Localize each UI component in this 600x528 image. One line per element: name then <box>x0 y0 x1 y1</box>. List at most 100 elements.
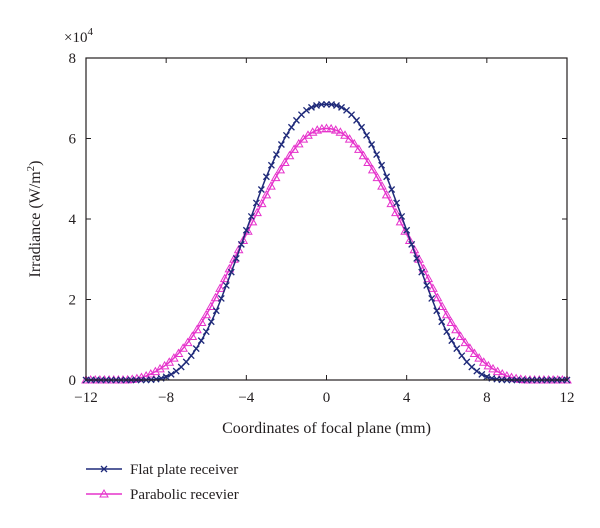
parabolic-marker <box>377 181 387 190</box>
parabolic-marker <box>238 235 249 244</box>
parabolic-marker <box>169 353 179 362</box>
flat-plate-marker <box>388 186 396 193</box>
flat-plate-marker <box>192 345 200 353</box>
parabolic-marker <box>293 138 304 148</box>
flat-plate-marker <box>267 161 275 169</box>
parabolic-marker <box>460 337 471 347</box>
flat-plate-marker <box>433 307 441 315</box>
flat-plate-marker <box>262 173 270 181</box>
x-tick-labels: −12 −8 −4 0 4 8 12 <box>74 390 574 406</box>
y-tick-labels: 0 2 4 6 8 <box>69 51 77 389</box>
parabolic-marker <box>363 157 373 167</box>
flat-plate-marker <box>443 328 451 336</box>
legend-item-parabolic: Parabolic recevier <box>86 487 239 503</box>
legend-item-flat: Flat plate receiver <box>86 462 238 478</box>
axis-ticks <box>85 57 568 381</box>
exponent-base: ×10 <box>64 30 87 46</box>
flat-plate-marker <box>473 367 481 375</box>
y-axis-title-sup: 2 <box>25 166 37 172</box>
legend: Flat plate receiver Parabolic recevier <box>86 462 239 503</box>
parabolic-marker <box>395 216 406 226</box>
flat-plate-marker <box>167 370 175 378</box>
flat-plate-marker <box>348 111 356 119</box>
flat-plate-marker <box>197 337 205 345</box>
parabolic-marker <box>441 309 452 319</box>
parabolic-marker <box>483 360 494 370</box>
parabolic-marker <box>358 150 369 160</box>
parabolic-marker <box>344 134 355 143</box>
parabolic-marker <box>446 317 457 327</box>
flat-plate-marker <box>383 173 391 181</box>
parabolic-marker <box>372 172 383 182</box>
parabolic-marker <box>418 263 429 273</box>
legend-x-marker-icon <box>100 465 108 473</box>
flat-plate-marker <box>202 328 210 336</box>
parabolic-marker <box>247 216 258 226</box>
parabolic-marker <box>210 292 221 302</box>
flat-plate-marker <box>292 116 300 124</box>
flat-plate-marker <box>308 103 315 111</box>
parabolic-marker <box>354 144 364 153</box>
series-flat-plate <box>82 100 571 384</box>
legend-triangle-marker-icon <box>99 488 109 498</box>
flat-plate-marker <box>358 123 366 131</box>
parabolic-marker <box>478 357 489 366</box>
parabolic-marker <box>492 366 503 376</box>
flat-plate-marker <box>428 295 436 302</box>
parabolic-marker <box>192 324 202 334</box>
parabolic-marker <box>502 370 512 380</box>
flat-plate-marker <box>242 226 250 234</box>
flat-plate-marker <box>438 318 446 326</box>
flat-plate-marker <box>222 281 230 289</box>
axis-exponent-label: ×104 <box>64 26 93 46</box>
parabolic-line <box>86 127 567 381</box>
flat-plate-marker <box>237 240 245 248</box>
flat-plate-marker <box>182 358 190 366</box>
parabolic-marker <box>215 283 225 292</box>
flat-plate-marker <box>353 116 361 124</box>
parabolic-marker <box>289 144 299 153</box>
flat-plate-marker <box>418 268 426 276</box>
parabolic-marker <box>428 283 438 292</box>
plot-frame <box>85 57 568 381</box>
parabolic-marker <box>465 343 475 352</box>
x-tick-label: 4 <box>403 390 411 406</box>
flat-plate-marker <box>478 370 486 378</box>
x-axis-title: Coordinates of focal plane (mm) <box>222 420 431 437</box>
parabolic-marker <box>474 353 484 362</box>
flat-plate-marker <box>363 131 371 139</box>
flat-plate-marker <box>162 373 170 381</box>
flat-plate-marker <box>277 141 285 148</box>
flat-plate-marker <box>212 307 220 315</box>
flat-plate-marker <box>257 186 265 193</box>
flat-plate-marker <box>177 363 185 371</box>
flat-plate-marker <box>302 106 310 114</box>
legend-marker-parabolic <box>99 488 109 498</box>
legend-label-flat: Flat plate receiver <box>130 462 238 478</box>
y-tick-label: 0 <box>69 373 77 389</box>
series-layer <box>81 100 572 384</box>
y-axis-title-close: ) <box>27 161 44 166</box>
flat-plate-marker <box>232 254 240 262</box>
flat-plate-marker <box>368 141 376 148</box>
parabolic-marker <box>284 150 295 160</box>
flat-plate-marker <box>463 358 471 366</box>
flat-plate-marker <box>333 102 340 109</box>
flat-plate-marker <box>247 212 255 220</box>
parabolic-marker <box>187 331 198 340</box>
exponent-power: 4 <box>87 26 93 38</box>
flat-plate-marker <box>408 240 416 248</box>
flat-plate-marker <box>373 151 381 159</box>
parabolic-marker <box>252 207 262 217</box>
parabolic-marker <box>201 309 212 319</box>
parabolic-marker <box>307 127 318 136</box>
flat-plate-marker <box>338 103 345 111</box>
y-tick-label: 6 <box>69 132 77 148</box>
flat-plate-marker <box>272 151 280 159</box>
parabolic-marker <box>335 127 346 136</box>
parabolic-marker <box>386 198 397 208</box>
y-axis-title: Irradiance (W/m2) <box>25 161 44 278</box>
flat-plate-marker <box>458 352 466 360</box>
x-tick-label: 12 <box>560 390 575 406</box>
